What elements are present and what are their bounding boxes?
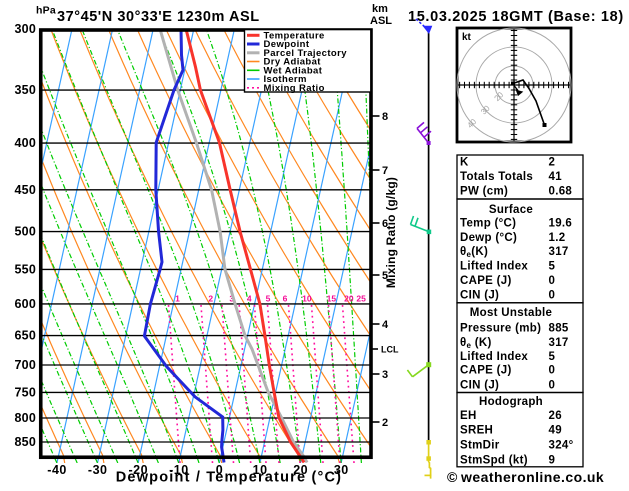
svg-text:Lifted Index: Lifted Index <box>460 351 528 363</box>
svg-text:Mixing Ratio: Mixing Ratio <box>264 83 325 94</box>
svg-text:400: 400 <box>15 136 36 150</box>
svg-text:5: 5 <box>549 351 556 363</box>
svg-text:Dewp (°C): Dewp (°C) <box>460 232 517 244</box>
svg-text:Mixing Ratio (g/kg): Mixing Ratio (g/kg) <box>384 177 398 288</box>
svg-text:CIN (J): CIN (J) <box>460 380 499 392</box>
svg-text:450: 450 <box>15 183 36 197</box>
svg-text:550: 550 <box>15 262 36 276</box>
svg-text:km: km <box>372 3 388 15</box>
svg-text:EH: EH <box>460 410 477 422</box>
svg-text:885: 885 <box>549 323 569 335</box>
svg-text:-40: -40 <box>47 463 67 477</box>
svg-text:CAPE (J): CAPE (J) <box>460 275 512 287</box>
svg-text:Surface: Surface <box>489 204 533 216</box>
svg-text:350: 350 <box>15 83 36 97</box>
svg-text:25: 25 <box>356 294 366 304</box>
svg-text:Pressure (mb): Pressure (mb) <box>460 323 541 335</box>
svg-text:4: 4 <box>382 319 389 331</box>
svg-text:3: 3 <box>229 294 234 304</box>
svg-text:Wet Adiabat: Wet Adiabat <box>264 65 323 76</box>
svg-text:37°45'N 30°33'E 1230m ASL: 37°45'N 30°33'E 1230m ASL <box>57 9 260 25</box>
svg-text:0: 0 <box>549 275 556 287</box>
svg-text:750: 750 <box>15 385 36 399</box>
svg-text:15: 15 <box>327 294 337 304</box>
svg-text:0: 0 <box>549 380 556 392</box>
svg-text:Lifted Index: Lifted Index <box>460 261 528 273</box>
svg-text:K: K <box>460 157 469 169</box>
svg-text:9: 9 <box>549 454 556 466</box>
svg-text:© weatheronline.co.uk: © weatheronline.co.uk <box>447 469 604 485</box>
svg-text:800: 800 <box>15 411 36 425</box>
svg-text:26: 26 <box>549 410 562 422</box>
svg-text:Totals Totals: Totals Totals <box>460 171 533 183</box>
svg-text:317: 317 <box>549 337 569 349</box>
svg-text:6: 6 <box>283 294 288 304</box>
svg-text:θe(K): θe(K) <box>460 246 488 259</box>
svg-text:700: 700 <box>15 358 36 372</box>
svg-text:Most Unstable: Most Unstable <box>470 307 553 319</box>
svg-text:1: 1 <box>175 294 180 304</box>
svg-text:10: 10 <box>302 294 312 304</box>
svg-text:0.68: 0.68 <box>549 186 573 198</box>
svg-text:324°: 324° <box>549 439 574 451</box>
svg-text:2: 2 <box>382 417 388 429</box>
svg-text:5: 5 <box>549 261 556 273</box>
svg-text:Temp (°C): Temp (°C) <box>460 217 516 229</box>
svg-text:500: 500 <box>15 225 36 239</box>
svg-text:41: 41 <box>549 171 563 183</box>
svg-text:θe (K): θe (K) <box>460 337 492 350</box>
svg-text:-20: -20 <box>129 463 149 477</box>
svg-text:Isotherm: Isotherm <box>264 74 307 85</box>
svg-text:kt: kt <box>462 32 472 43</box>
svg-text:650: 650 <box>15 329 36 343</box>
svg-text:10: 10 <box>253 463 268 477</box>
svg-text:Temperature: Temperature <box>264 30 325 41</box>
svg-text:3: 3 <box>382 369 388 381</box>
svg-text:0: 0 <box>549 365 556 377</box>
svg-text:19.6: 19.6 <box>549 217 573 229</box>
svg-text:-10: -10 <box>169 463 189 477</box>
svg-text:30: 30 <box>334 463 349 477</box>
svg-text:4: 4 <box>247 294 252 304</box>
svg-text:49: 49 <box>549 425 562 437</box>
svg-text:0: 0 <box>216 463 223 477</box>
svg-text:317: 317 <box>549 246 569 258</box>
svg-text:850: 850 <box>15 435 36 449</box>
svg-text:Hodograph: Hodograph <box>479 396 543 408</box>
svg-text:-30: -30 <box>88 463 108 477</box>
svg-text:20: 20 <box>344 294 354 304</box>
svg-text:StmSpd (kt): StmSpd (kt) <box>460 454 528 466</box>
svg-text:5: 5 <box>266 294 271 304</box>
svg-text:15.03.2025 18GMT (Base: 18): 15.03.2025 18GMT (Base: 18) <box>408 9 624 25</box>
svg-text:LCL: LCL <box>381 345 399 355</box>
svg-text:Dewpoint: Dewpoint <box>264 39 310 50</box>
svg-text:2: 2 <box>208 294 213 304</box>
svg-text:Parcel Trajectory: Parcel Trajectory <box>264 48 348 59</box>
svg-text:StmDir: StmDir <box>460 439 500 451</box>
svg-text:6: 6 <box>382 218 388 230</box>
svg-text:1.2: 1.2 <box>549 232 566 244</box>
svg-text:600: 600 <box>15 297 36 311</box>
svg-text:Dry Adiabat: Dry Adiabat <box>264 57 322 68</box>
svg-text:300: 300 <box>15 22 36 36</box>
svg-text:8: 8 <box>382 111 388 123</box>
svg-text:5: 5 <box>382 270 388 282</box>
svg-text:hPa: hPa <box>36 5 56 17</box>
svg-text:7: 7 <box>382 165 388 177</box>
svg-text:ASL: ASL <box>370 15 392 27</box>
svg-text:CIN (J): CIN (J) <box>460 290 499 302</box>
svg-text:20: 20 <box>293 463 308 477</box>
svg-text:Dewpoint / Temperature (°C): Dewpoint / Temperature (°C) <box>116 470 342 486</box>
svg-text:CAPE (J): CAPE (J) <box>460 365 512 377</box>
svg-text:PW (cm): PW (cm) <box>460 186 508 198</box>
svg-text:2: 2 <box>549 157 556 169</box>
svg-text:SREH: SREH <box>460 425 493 437</box>
svg-text:0: 0 <box>549 290 556 302</box>
